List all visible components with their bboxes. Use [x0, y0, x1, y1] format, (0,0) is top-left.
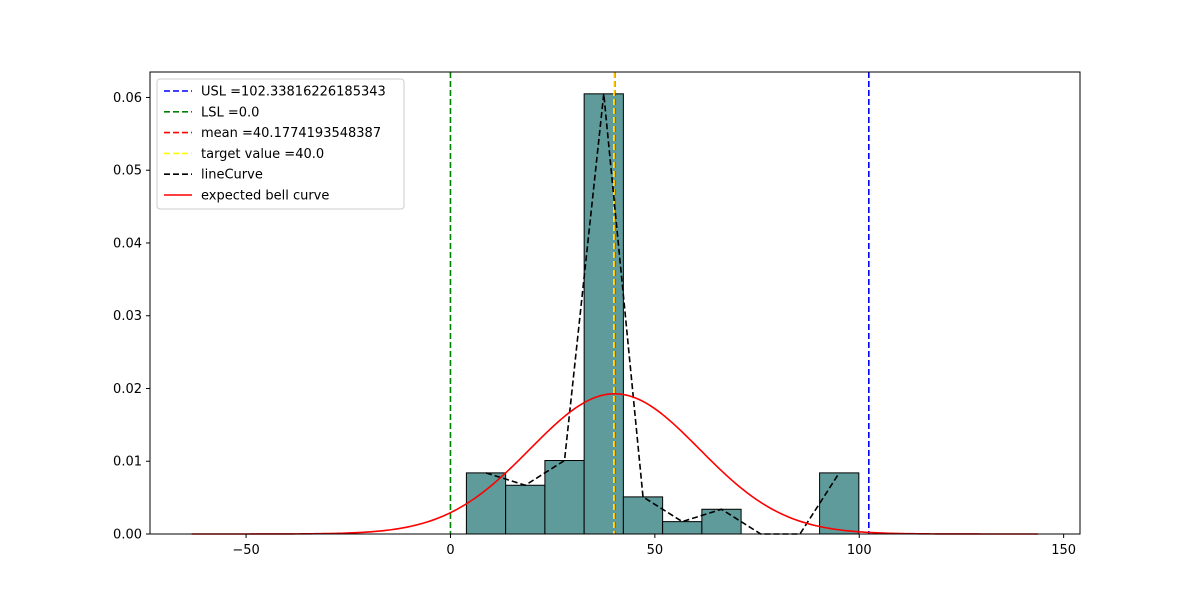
histogram-bars — [465, 93, 860, 535]
x-tick-label: −50 — [232, 543, 259, 558]
x-tick-label: 150 — [1051, 543, 1076, 558]
y-tick-label: 0.01 — [113, 455, 142, 470]
y-tick-label: 0.00 — [113, 528, 142, 543]
legend-label: target value =40.0 — [201, 147, 324, 162]
histogram-bar — [544, 460, 585, 535]
histogram-bar — [662, 521, 703, 535]
y-axis: 0.00 0.01 0.02 0.03 0.04 0.05 0.06 — [113, 91, 150, 543]
legend-label: expected bell curve — [201, 189, 329, 204]
histogram-bar — [701, 508, 742, 535]
histogram-bar — [583, 93, 624, 535]
line-curve — [485, 93, 840, 535]
y-tick-label: 0.06 — [113, 91, 142, 106]
bell-curve — [191, 392, 1038, 535]
y-tick-label: 0.03 — [113, 309, 142, 324]
legend-box — [156, 78, 405, 210]
x-tick-label: 0 — [446, 543, 454, 558]
histogram-bar — [465, 472, 507, 535]
histogram-bar — [622, 496, 664, 535]
y-tick-label: 0.05 — [113, 164, 142, 179]
spec-lines — [449, 72, 870, 534]
histogram-bar — [505, 484, 546, 535]
x-axis: −50 0 50 100 150 — [232, 534, 1076, 558]
x-tick-label: 50 — [647, 543, 664, 558]
y-tick-label: 0.04 — [113, 236, 142, 251]
legend-label: lineCurve — [201, 168, 263, 183]
curves — [191, 93, 1038, 535]
legend-label: LSL =0.0 — [201, 105, 259, 120]
plot-area-frame — [149, 71, 1081, 535]
legend-label: mean =40.1774193548387 — [201, 126, 381, 141]
legend: USL =102.33816226185343 LSL =0.0 mean =40.… — [156, 78, 405, 210]
x-tick-label: 100 — [847, 543, 872, 558]
y-tick-label: 0.02 — [113, 382, 142, 397]
histogram-bar — [819, 472, 860, 535]
legend-label: USL =102.33816226185343 — [201, 85, 386, 100]
